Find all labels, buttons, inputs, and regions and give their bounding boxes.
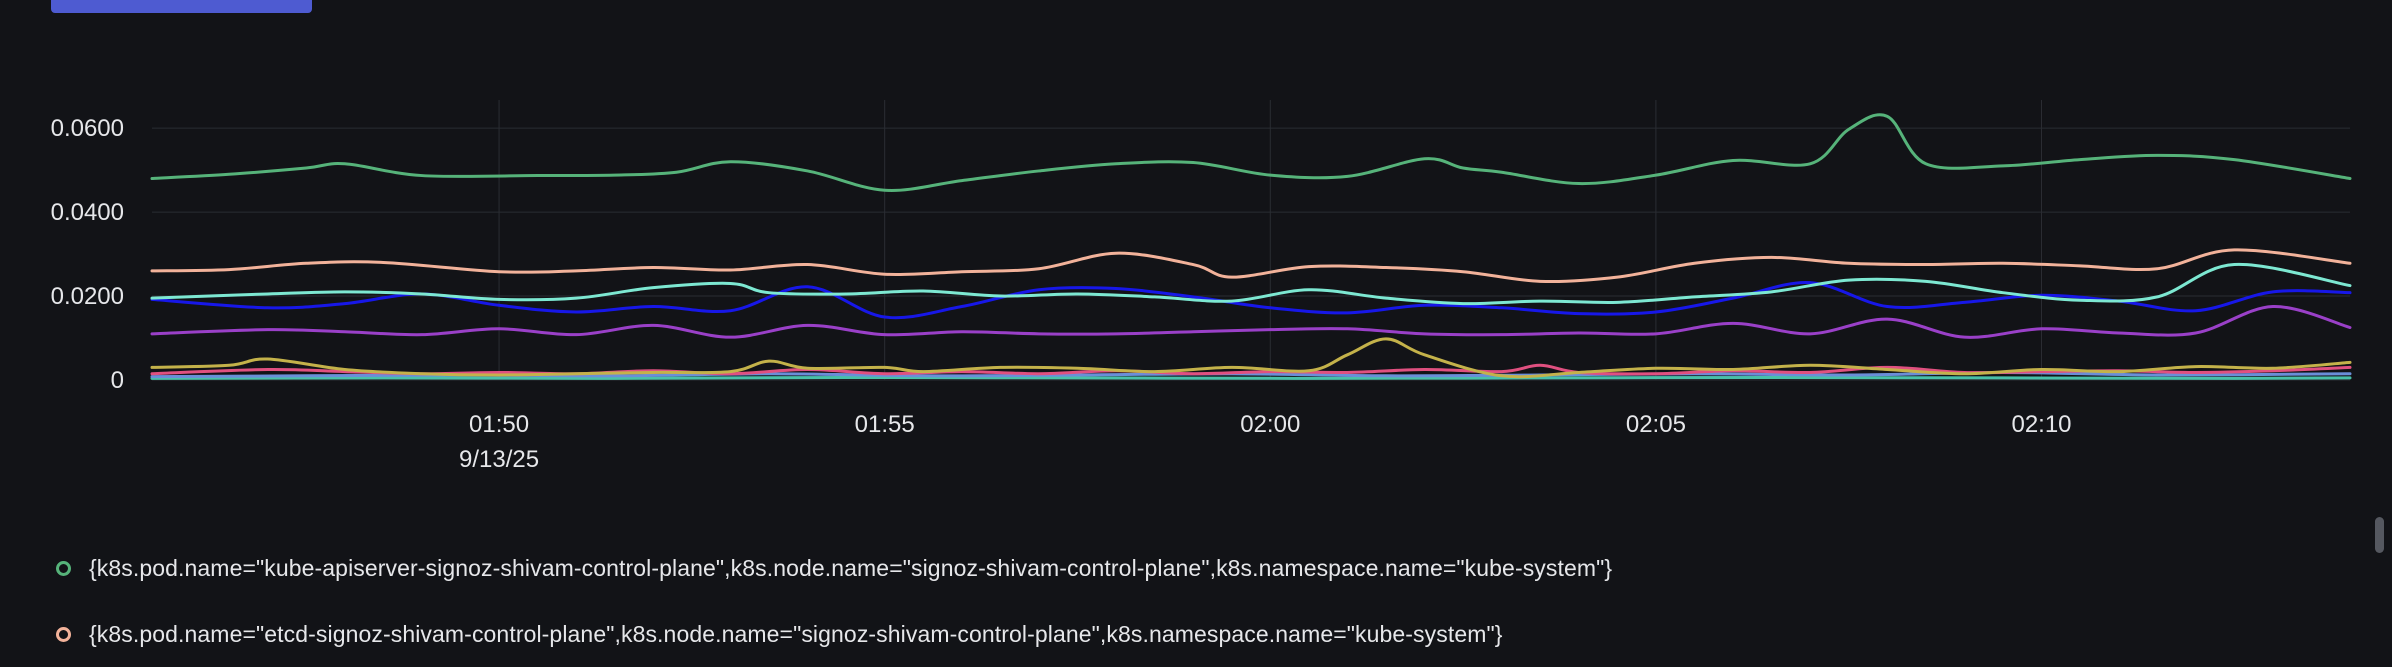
series-line	[150, 305, 2352, 339]
legend-marker-icon	[56, 626, 71, 642]
legend-marker-icon	[56, 560, 71, 576]
chart-axis-labels: 0 0.0200 0.0400 0.0600 01:50 01:55 02:00 02:05 0…	[51, 115, 2072, 473]
legend: {k8s.pod.name="kube-apiserver-signoz-shi…	[0, 535, 2360, 667]
y-tick-label: 0.0200	[51, 283, 124, 310]
y-tick-label: 0.0600	[51, 115, 124, 142]
x-date-label: 9/13/25	[459, 446, 539, 473]
line-chart: 0 0.0200 0.0400 0.0600 01:50 01:55 02:00 02:05 0…	[51, 100, 2352, 473]
y-tick-label: 0	[111, 367, 124, 394]
x-tick-label: 02:05	[1626, 411, 1686, 438]
x-tick-label: 02:10	[2011, 411, 2071, 438]
series-line	[150, 375, 2352, 380]
series-line	[150, 281, 2352, 320]
top-action-button[interactable]	[51, 0, 312, 13]
chart-series-layer	[150, 113, 2352, 380]
legend-item[interactable]: {k8s.pod.name="etcd-signoz-shivam-contro…	[0, 601, 2360, 667]
x-tick-label: 02:00	[1240, 411, 1300, 438]
series-line	[150, 263, 2352, 306]
x-tick-label: 01:50	[469, 411, 529, 438]
chart-grid	[152, 100, 2350, 381]
series-line	[150, 248, 2352, 284]
series-line	[150, 337, 2352, 379]
legend-label: {k8s.pod.name="kube-apiserver-signoz-shi…	[89, 554, 1613, 581]
legend-scrollbar[interactable]	[2375, 517, 2384, 553]
x-tick-label: 01:55	[855, 411, 915, 438]
series-line	[150, 113, 2352, 192]
legend-item[interactable]: {k8s.pod.name="kube-apiserver-signoz-shi…	[0, 535, 2360, 601]
y-tick-label: 0.0400	[51, 199, 124, 226]
legend-label: {k8s.pod.name="etcd-signoz-shivam-contro…	[89, 620, 1503, 647]
